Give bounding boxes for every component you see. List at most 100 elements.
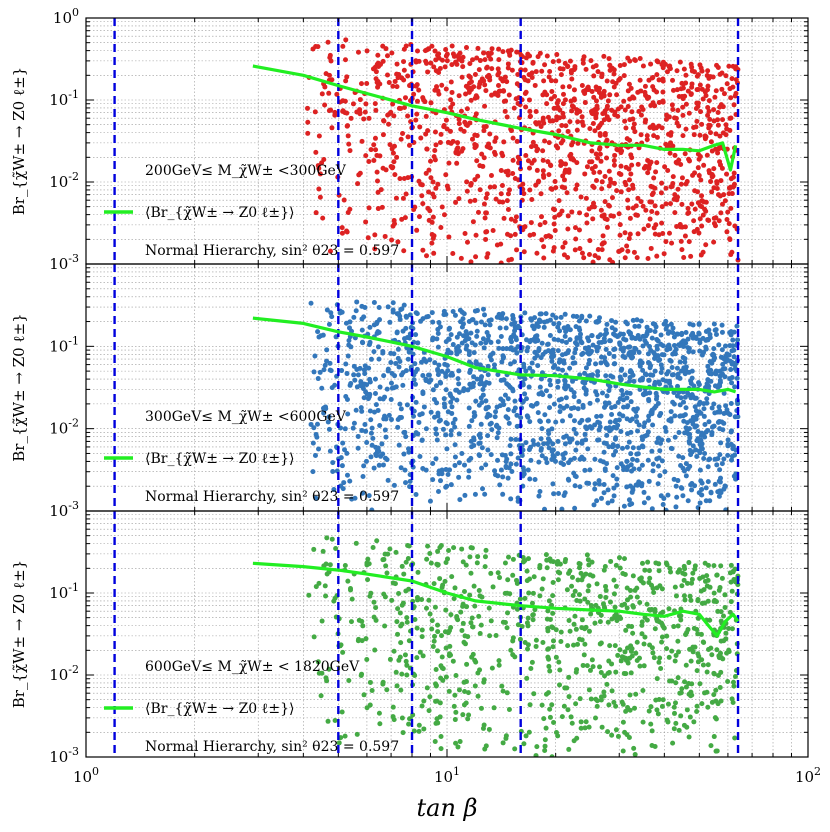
scatter-point — [533, 637, 539, 643]
scatter-point — [635, 195, 641, 201]
scatter-point — [441, 396, 447, 402]
scatter-point — [448, 399, 454, 405]
scatter-point — [669, 372, 675, 378]
scatter-point — [597, 458, 603, 464]
scatter-point — [322, 362, 328, 368]
scatter-point — [711, 239, 717, 245]
scatter-point — [500, 688, 506, 694]
scatter-point — [723, 507, 729, 511]
scatter-point — [662, 61, 668, 67]
scatter-point — [691, 218, 697, 224]
scatter-point — [450, 251, 456, 257]
scatter-point — [726, 647, 732, 653]
scatter-point — [686, 560, 692, 566]
scatter-point — [580, 404, 586, 410]
scatter-point — [726, 625, 732, 631]
scatter-point — [405, 113, 411, 119]
scatter-point — [482, 82, 488, 88]
scatter-point — [379, 204, 385, 210]
scatter-point — [602, 673, 608, 679]
scatter-point — [599, 724, 605, 730]
scatter-point — [615, 106, 621, 112]
scatter-point — [731, 170, 737, 176]
scatter-point — [646, 580, 652, 586]
scatter-point — [511, 408, 517, 414]
scatter-point — [611, 452, 617, 458]
scatter-point — [417, 453, 423, 459]
scatter-point — [597, 169, 603, 175]
scatter-point — [572, 66, 578, 72]
scatter-point — [717, 479, 723, 485]
scatter-point — [571, 394, 577, 400]
scatter-point — [546, 663, 552, 669]
scatter-point — [666, 654, 672, 660]
legend: 300GeV≤ M_χ̃W± <600GeV⟨Br_{χ̃W± → Z0 ℓ±}… — [104, 409, 399, 505]
scatter-point — [603, 346, 609, 352]
scatter-point — [624, 585, 630, 591]
scatter-point — [687, 714, 693, 720]
scatter-point — [704, 152, 710, 158]
scatter-point — [645, 170, 651, 176]
scatter-point — [511, 359, 517, 365]
scatter-point — [350, 101, 356, 107]
scatter-point — [535, 363, 541, 369]
scatter-point — [601, 482, 607, 488]
scatter-point — [667, 201, 673, 207]
scatter-point — [593, 178, 599, 184]
scatter-point — [611, 485, 617, 491]
scatter-point — [384, 570, 390, 576]
scatter-point — [665, 167, 671, 173]
scatter-point — [708, 130, 714, 136]
scatter-point — [625, 55, 631, 61]
scatter-point — [404, 402, 410, 408]
scatter-point — [681, 593, 687, 599]
scatter-point — [431, 250, 437, 256]
scatter-point — [582, 171, 588, 177]
y-axis-label: Br_{χ̃W± → Z0 ℓ±} — [10, 67, 28, 215]
scatter-point — [466, 423, 472, 429]
scatter-point — [622, 355, 628, 361]
scatter-point — [702, 206, 708, 212]
scatter-point — [547, 556, 553, 562]
scatter-point — [580, 662, 586, 668]
scatter-point — [714, 62, 720, 68]
scatter-point — [685, 205, 691, 211]
scatter-point — [697, 216, 703, 222]
scatter-point — [533, 753, 539, 757]
scatter-point — [448, 79, 454, 85]
scatter-point — [526, 729, 532, 735]
scatter-point — [703, 346, 709, 352]
scatter-point — [584, 220, 590, 226]
scatter-point — [609, 195, 615, 201]
scatter-point — [340, 440, 346, 446]
scatter-point — [626, 497, 632, 503]
scatter-point — [537, 488, 543, 494]
scatter-point — [400, 328, 406, 334]
scatter-point — [704, 381, 710, 387]
scatter-point — [505, 61, 511, 67]
scatter-point — [505, 65, 511, 71]
scatter-point — [551, 221, 557, 227]
scatter-point — [446, 548, 452, 554]
scatter-point — [574, 160, 580, 166]
scatter-point — [666, 378, 672, 384]
scatter-point — [398, 406, 404, 412]
scatter-point — [639, 631, 645, 637]
scatter-point — [725, 209, 731, 215]
scatter-point — [689, 368, 695, 374]
scatter-point — [605, 619, 611, 625]
scatter-point — [694, 703, 700, 709]
scatter-point — [578, 331, 584, 337]
scatter-point — [586, 583, 592, 589]
scatter-point — [592, 128, 598, 134]
scatter-point — [503, 98, 509, 104]
scatter-point — [443, 86, 449, 92]
scatter-point — [617, 232, 623, 238]
scatter-point — [357, 97, 363, 103]
scatter-point — [366, 205, 372, 211]
scatter-point — [431, 233, 437, 239]
scatter-point — [505, 191, 511, 197]
scatter-point — [359, 427, 365, 433]
scatter-point — [586, 628, 592, 634]
scatter-point — [488, 172, 494, 178]
